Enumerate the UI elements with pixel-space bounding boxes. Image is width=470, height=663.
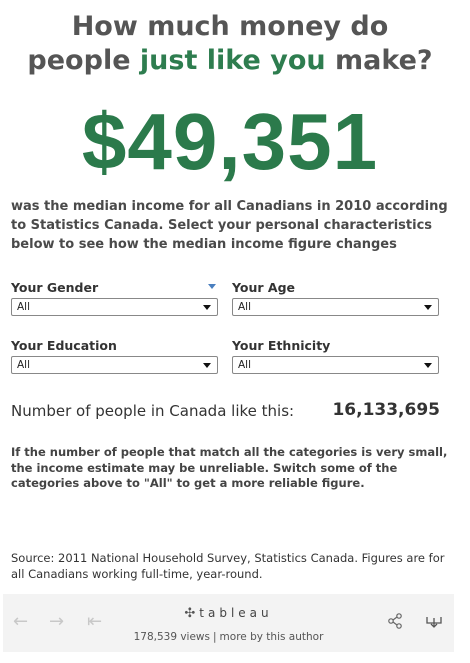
ethnicity-filter: Your Ethnicity All (232, 338, 439, 374)
meta-separator: | (213, 631, 217, 643)
age-select-value: All (238, 301, 252, 313)
gender-filter-label: Your Gender (11, 280, 99, 295)
ethnicity-filter-label: Your Ethnicity (232, 338, 331, 353)
source-note: Source: 2011 National Household Survey, … (11, 551, 445, 581)
ethnicity-select[interactable]: All (232, 356, 439, 374)
view-count: 178,539 views (133, 631, 210, 643)
gender-filter: Your Gender All (11, 280, 218, 316)
description-text: was the median income for all Canadians … (11, 199, 448, 252)
tableau-wordmark: tableau (199, 606, 273, 620)
title-line-2: people just like you make? (0, 44, 460, 78)
footer-meta: 178,539 views | more by this author (3, 631, 454, 643)
filter-menu-caret-icon[interactable] (208, 284, 216, 289)
page-title: How much money do people just like you m… (0, 10, 460, 78)
gender-select[interactable]: All (11, 298, 218, 316)
title-highlight: just like you (139, 45, 326, 76)
revert-first-icon[interactable]: ⇤ (87, 611, 103, 632)
people-count-value: 16,133,695 (332, 400, 440, 420)
title-line-2-start: people (27, 45, 140, 76)
tableau-footer-toolbar: ← → ⇤ ✣ tableau 178,539 views | more by thi… (3, 594, 454, 652)
people-count-label: Number of people in Canada like this: (11, 402, 295, 420)
chevron-down-icon (424, 305, 432, 310)
forward-arrow-icon[interactable]: → (49, 611, 65, 632)
more-by-author-link[interactable]: more by this author (219, 631, 324, 643)
chevron-down-icon (203, 363, 211, 368)
title-line-2-end: make? (325, 45, 433, 76)
median-income-value: $49,351 (81, 97, 379, 186)
reliability-warning: If the number of people that match all t… (11, 445, 448, 490)
education-select-value: All (17, 359, 31, 371)
share-icon[interactable] (387, 613, 403, 633)
chevron-down-icon (424, 363, 432, 368)
tableau-brand[interactable]: ✣ tableau (3, 606, 454, 621)
chevron-down-icon (203, 305, 211, 310)
age-select[interactable]: All (232, 298, 439, 316)
age-filter: Your Age All (232, 280, 439, 316)
download-icon[interactable] (425, 613, 443, 628)
education-filter: Your Education All (11, 338, 218, 374)
tableau-logo-icon: ✣ (184, 606, 196, 621)
back-arrow-icon[interactable]: ← (13, 611, 29, 632)
education-filter-label: Your Education (11, 338, 117, 353)
ethnicity-select-value: All (238, 359, 252, 371)
title-line-1: How much money do (71, 11, 389, 42)
age-filter-label: Your Age (232, 280, 296, 295)
education-select[interactable]: All (11, 356, 218, 374)
gender-select-value: All (17, 301, 31, 313)
